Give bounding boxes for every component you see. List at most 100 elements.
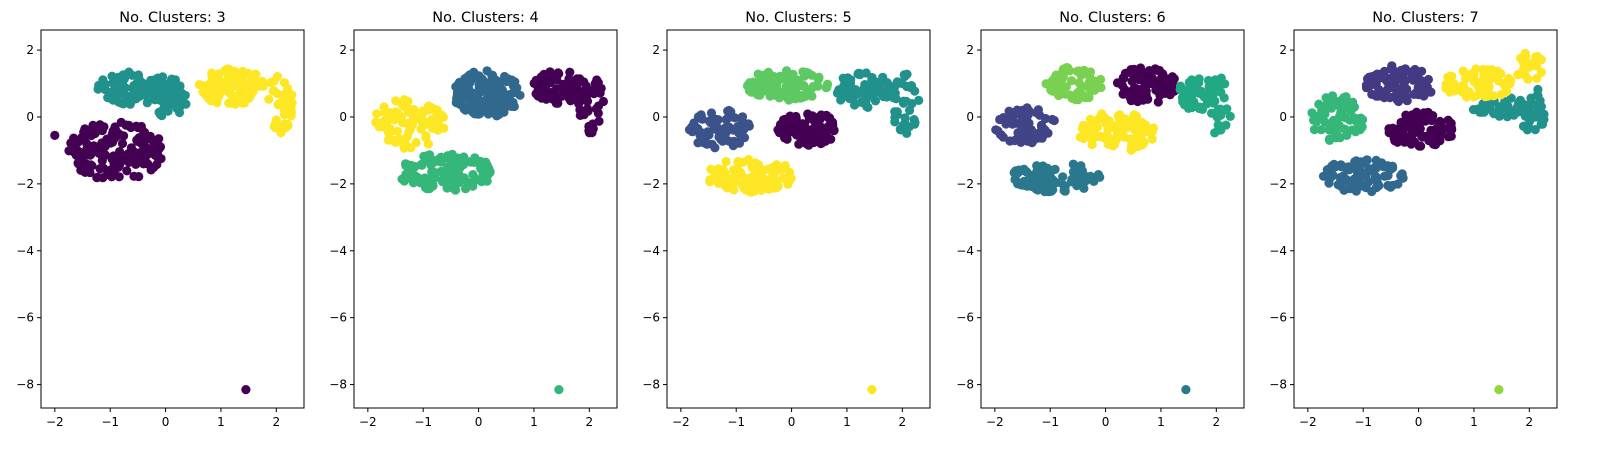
data-point — [782, 122, 792, 132]
data-point — [1317, 111, 1327, 121]
y-tick-label: 0 — [966, 110, 974, 124]
data-point — [1017, 105, 1027, 115]
data-point — [385, 108, 395, 118]
y-tick-label: −4 — [329, 244, 347, 258]
data-point — [1322, 165, 1332, 175]
subplot-title: No. Clusters: 5 — [745, 10, 851, 26]
data-point — [791, 114, 801, 124]
data-point — [1361, 183, 1371, 193]
data-point — [1506, 76, 1516, 86]
data-point — [1016, 120, 1026, 130]
data-point — [1518, 66, 1528, 76]
data-point — [914, 95, 924, 105]
data-point — [131, 121, 141, 131]
y-tick-label: −8 — [1269, 378, 1287, 392]
data-point — [553, 95, 563, 106]
data-point — [537, 76, 548, 86]
data-point — [508, 97, 518, 108]
data-point — [1022, 181, 1032, 191]
axes-frame — [1293, 29, 1558, 409]
data-point — [1351, 115, 1361, 125]
data-point — [1388, 180, 1398, 190]
x-tick-label: −2 — [359, 415, 377, 429]
cluster-1 — [773, 109, 839, 150]
data-point — [107, 94, 117, 104]
data-point — [1092, 131, 1102, 142]
data-point — [993, 126, 1003, 136]
data-point — [1371, 172, 1381, 182]
data-point — [1520, 111, 1530, 121]
data-point — [271, 115, 281, 125]
data-point — [595, 88, 605, 98]
data-point — [787, 82, 797, 92]
data-point — [1221, 120, 1231, 130]
data-point — [468, 107, 478, 117]
data-point — [1502, 87, 1512, 97]
data-point — [1412, 107, 1422, 117]
data-point — [404, 104, 414, 114]
data-point — [720, 181, 730, 191]
data-point — [268, 86, 278, 96]
scatter-points — [50, 64, 297, 395]
y-tick-label: −8 — [329, 378, 347, 392]
data-point — [1349, 102, 1359, 112]
subplot-3: −2 −1 0 1 2 2 0 −2 −4 −6 −8 No. Clusters: 5 — [642, 10, 931, 429]
data-point — [1519, 56, 1529, 66]
data-point — [899, 70, 909, 80]
data-point — [713, 164, 724, 174]
data-point — [89, 141, 99, 151]
data-point — [491, 104, 501, 114]
data-point — [1503, 103, 1513, 113]
cluster-2 — [991, 103, 1059, 148]
data-point — [124, 97, 134, 108]
data-point — [482, 66, 492, 76]
data-point — [1058, 172, 1068, 182]
data-point — [1112, 78, 1123, 88]
y-tick-label: 2 — [26, 43, 34, 57]
data-point — [483, 79, 493, 89]
data-point — [1214, 124, 1224, 134]
data-point — [457, 95, 467, 105]
data-point — [1324, 178, 1334, 188]
data-point — [687, 122, 697, 132]
y-tick-label: −6 — [329, 311, 347, 325]
data-point — [474, 73, 484, 84]
data-point — [1398, 173, 1408, 183]
data-point — [811, 132, 821, 142]
data-point — [821, 83, 831, 93]
data-point — [1165, 90, 1175, 100]
data-point — [1345, 184, 1355, 194]
data-point — [1058, 72, 1068, 82]
data-point — [697, 114, 708, 124]
data-point — [1398, 119, 1408, 129]
data-point — [1143, 94, 1153, 104]
data-point — [1321, 93, 1331, 103]
data-point — [468, 181, 478, 191]
y-tick-label: −4 — [16, 244, 34, 258]
data-point — [150, 150, 160, 160]
data-point — [693, 138, 703, 148]
data-point — [552, 75, 562, 85]
data-point — [1485, 74, 1495, 84]
data-point — [1196, 86, 1206, 96]
data-point — [878, 91, 889, 102]
data-point — [420, 156, 430, 166]
y-tick-label: −8 — [16, 378, 34, 392]
data-point — [706, 164, 716, 174]
y-tick-label: −8 — [956, 378, 974, 392]
data-point — [276, 125, 286, 135]
data-point — [194, 80, 204, 90]
data-point — [1392, 88, 1403, 98]
x-tick-label: 0 — [1102, 415, 1110, 429]
data-point — [861, 68, 871, 78]
data-point — [423, 139, 433, 149]
data-point — [739, 178, 750, 188]
y-tick-label: −2 — [1269, 177, 1287, 191]
x-tick-label: 0 — [162, 415, 170, 429]
data-point — [400, 140, 411, 150]
data-point — [1128, 118, 1138, 129]
data-point — [1093, 114, 1103, 125]
data-point — [1090, 83, 1100, 93]
data-point — [392, 126, 403, 136]
